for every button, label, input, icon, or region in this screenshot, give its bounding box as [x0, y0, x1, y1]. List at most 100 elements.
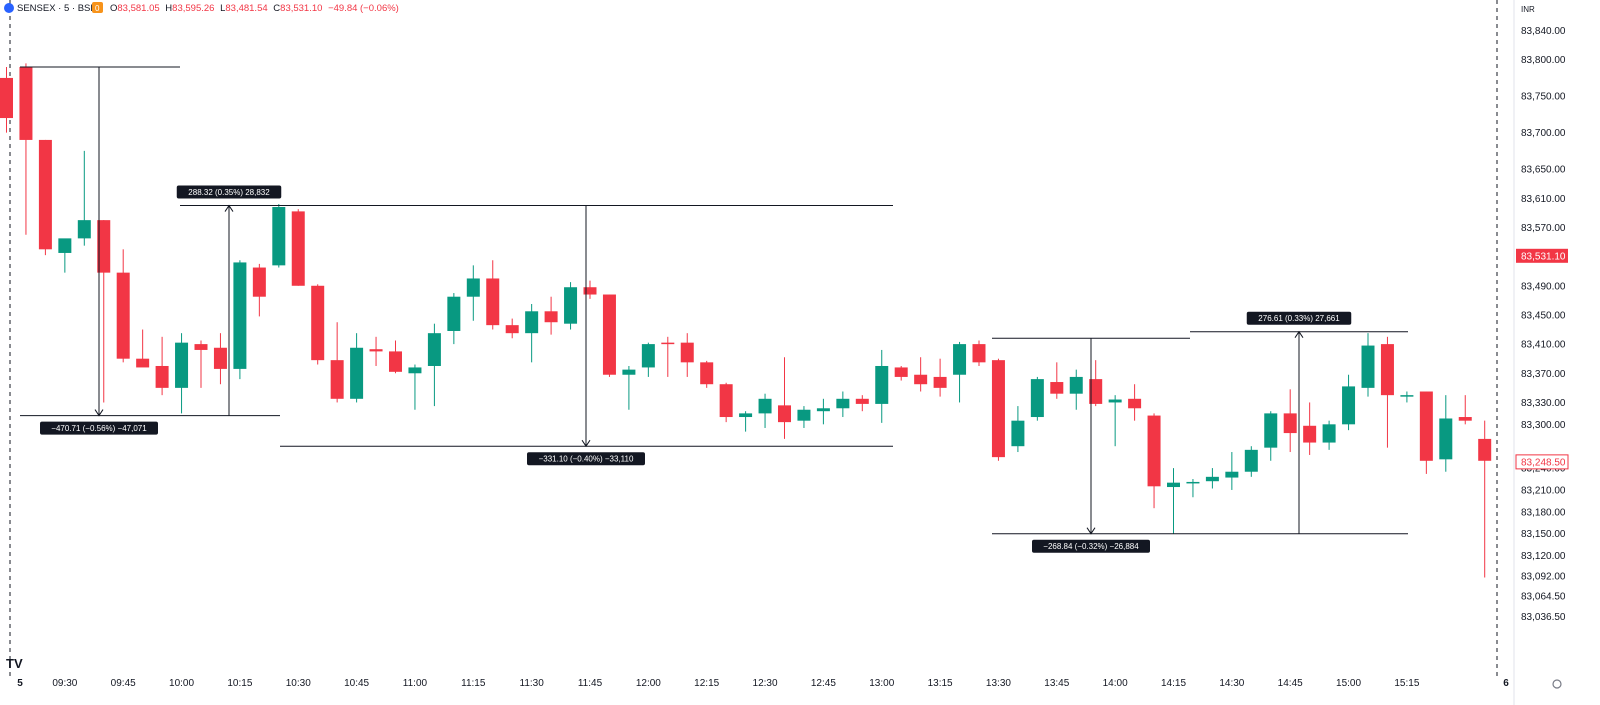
- candle-body: [1244, 449, 1258, 472]
- time-tick-label: 14:15: [1161, 678, 1186, 689]
- candle-body: [466, 278, 480, 297]
- price-tick-label: 83,120.00: [1521, 551, 1566, 562]
- price-tick-label: 83,570.00: [1521, 223, 1566, 234]
- candle-body: [836, 398, 850, 409]
- candle-body: [194, 344, 208, 350]
- candle: [1478, 420, 1492, 578]
- candle-body: [1419, 391, 1433, 461]
- time-tick-label: 11:00: [403, 678, 428, 689]
- time-tick-label: 10:00: [169, 678, 194, 689]
- measure-label-bg: [40, 421, 158, 435]
- candle-body: [544, 311, 558, 323]
- candle: [1011, 406, 1025, 453]
- candle: [1030, 376, 1044, 421]
- candle-body: [369, 349, 383, 352]
- candle-body: [1030, 379, 1044, 418]
- candle-body: [97, 220, 111, 273]
- candle: [1205, 468, 1219, 489]
- candle-body: [1186, 481, 1200, 484]
- measure-label: −268.84 (−0.32%) −26,884: [1043, 542, 1139, 551]
- time-tick-label: 11:15: [461, 678, 486, 689]
- candle-body: [914, 374, 928, 385]
- candle: [1303, 402, 1317, 455]
- time-tick-label: 09:45: [111, 678, 136, 689]
- ohlc-l-value: 83,481.54: [225, 3, 267, 14]
- candle: [427, 323, 441, 407]
- candle: [233, 260, 247, 380]
- candle-body: [661, 342, 675, 345]
- time-tick-label: 15:15: [1394, 678, 1419, 689]
- symbol-logo-icon: [4, 3, 14, 13]
- candle: [155, 336, 169, 396]
- candle: [389, 340, 402, 374]
- candle: [58, 238, 72, 273]
- candle: [1419, 391, 1433, 474]
- candle: [1439, 395, 1453, 472]
- time-tick-label: 12:00: [636, 678, 661, 689]
- time-tick-label: 14:30: [1219, 678, 1244, 689]
- candle: [836, 391, 850, 418]
- price-tick-label: 83,490.00: [1521, 281, 1566, 292]
- candle: [194, 340, 208, 388]
- candle: [38, 139, 52, 256]
- price-tick-label: 83,330.00: [1521, 398, 1566, 409]
- candle-body: [894, 367, 908, 377]
- candle: [680, 333, 694, 377]
- candle-body: [1361, 345, 1375, 388]
- candle-body: [291, 211, 305, 286]
- measure-label-bg: [1032, 539, 1150, 553]
- price-range-measure[interactable]: 288.32 (0.35%) 28,832: [176, 185, 282, 417]
- measure-arrowhead-icon: [1086, 527, 1096, 535]
- candle: [1186, 479, 1200, 498]
- settings-gear-icon[interactable]: [1552, 679, 1562, 689]
- measure-label-bg: [176, 185, 282, 199]
- ohlc-c-value: 83,531.10: [280, 3, 322, 14]
- candle: [505, 318, 519, 339]
- candle-body: [77, 220, 91, 239]
- candle-body: [350, 347, 364, 399]
- ohlc-o-value: 83,581.05: [117, 3, 159, 14]
- candle: [1147, 413, 1161, 509]
- candle-body: [622, 369, 636, 375]
- candle: [252, 263, 266, 317]
- price-range-measure[interactable]: 276.61 (0.33%) 27,661: [1190, 311, 1408, 535]
- candle: [486, 260, 500, 330]
- header: SENSEX · 5 · BSE 0 O83,581.05 H83,595.26…: [4, 2, 399, 14]
- measure-arrowhead-icon: [1294, 330, 1304, 338]
- candle: [719, 382, 733, 423]
- candle-body: [311, 285, 325, 361]
- candle-body: [0, 77, 13, 119]
- candle: [972, 340, 986, 366]
- candle: [447, 293, 461, 345]
- candle-body: [933, 376, 947, 388]
- ohlc-h-label: H: [165, 3, 172, 14]
- candle: [136, 329, 150, 368]
- price-axis[interactable]: INR 83,840.00 83,800.00 83,750.00 83,700.00…: [1513, 0, 1569, 705]
- measure-label: 276.61 (0.33%) 27,661: [1258, 314, 1340, 323]
- time-tick-label: 10:15: [227, 678, 252, 689]
- time-tick-label: 13:30: [986, 678, 1011, 689]
- current-price-tag: [1516, 248, 1568, 263]
- candle: [991, 358, 1005, 461]
- time-tick-label: 14:00: [1103, 678, 1128, 689]
- candle-body: [680, 342, 694, 363]
- candle: [1322, 420, 1336, 450]
- candle: [175, 333, 189, 414]
- plot-area[interactable]: −470.71 (−0.56%) −47,071 288.32 (0.35%) 2…: [0, 0, 1498, 680]
- candle-body: [953, 344, 967, 375]
- price-range-measure[interactable]: −268.84 (−0.32%) −26,884: [992, 337, 1190, 553]
- price-range-measure[interactable]: −470.71 (−0.56%) −47,071: [20, 66, 180, 435]
- candle-body: [505, 325, 519, 334]
- candle-body: [175, 342, 189, 388]
- symbol-title[interactable]: SENSEX · 5 · BSE: [17, 3, 97, 14]
- candle: [855, 395, 869, 412]
- time-axis[interactable]: 5 09:30 09:45 10:00 10:15 10:30 10:45 11:00 11:1…: [6, 656, 1562, 689]
- measure-tools-group[interactable]: −470.71 (−0.56%) −47,071 288.32 (0.35%) 2…: [20, 66, 1408, 553]
- candle: [1089, 360, 1103, 407]
- candle-body: [252, 267, 266, 297]
- candle-body: [816, 408, 830, 412]
- measure-label: −331.10 (−0.40%) −33,110: [539, 455, 634, 464]
- candle-body: [1303, 425, 1317, 443]
- price-range-measure[interactable]: −331.10 (−0.40%) −33,110: [280, 205, 893, 466]
